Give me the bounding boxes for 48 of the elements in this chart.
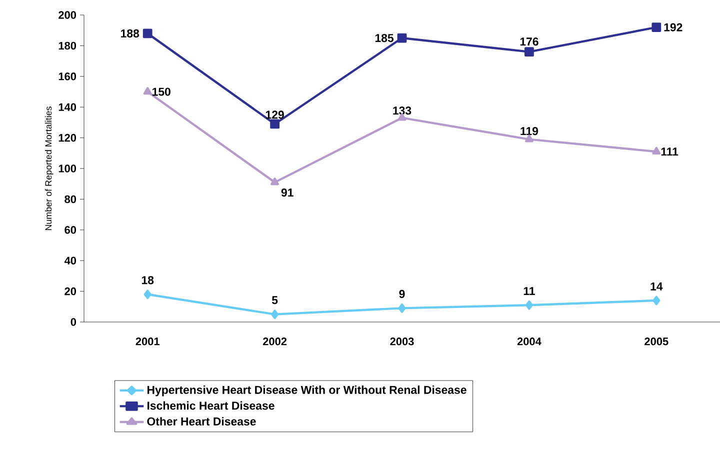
y-tick-label: 60 <box>64 226 76 234</box>
data-label: 176 <box>520 38 538 46</box>
x-tick-label: 2001 <box>136 338 160 346</box>
y-tick-label: 120 <box>58 134 76 142</box>
point <box>652 146 661 155</box>
point <box>270 178 280 186</box>
y-tick-label: 20 <box>64 287 76 296</box>
x-tick-label: 2005 <box>644 338 668 346</box>
legend-label: Ischemic Heart Disease <box>148 401 274 410</box>
point <box>652 22 662 32</box>
point <box>270 119 280 129</box>
data-label: 185 <box>375 34 394 42</box>
data-label: 5 <box>272 296 278 304</box>
data-label: 91 <box>281 188 294 197</box>
data-label: 119 <box>520 127 538 136</box>
point <box>271 310 279 320</box>
data-label: 111 <box>661 148 678 156</box>
point <box>142 28 152 38</box>
y-tick-label: 160 <box>58 72 76 80</box>
point <box>397 33 407 43</box>
point <box>143 87 152 95</box>
data-label: 133 <box>393 106 412 115</box>
data-label: 14 <box>650 282 663 290</box>
y-tick-label: 80 <box>64 195 76 204</box>
point <box>398 303 406 313</box>
data-label: 18 <box>142 276 154 284</box>
y-tick-label: 100 <box>58 164 76 172</box>
x-tick-label: 2003 <box>390 338 414 346</box>
y-tick-label: 40 <box>64 256 76 264</box>
y-axis-title: Number of Reported Mortalities <box>44 106 54 230</box>
x-tick-label: 2002 <box>262 338 287 346</box>
data-label: 150 <box>152 88 170 96</box>
point <box>525 300 534 310</box>
y-tick-label: 0 <box>70 318 76 326</box>
data-label: 188 <box>121 29 140 38</box>
point <box>652 296 660 306</box>
y-tick-label: 200 <box>58 11 76 19</box>
y-tick-label: 180 <box>58 42 76 50</box>
data-label: 9 <box>399 290 405 298</box>
legend-label: Other Heart Disease <box>147 417 256 426</box>
point <box>144 290 152 300</box>
x-tick-label: 2004 <box>517 338 542 346</box>
data-label: 11 <box>524 287 535 295</box>
point <box>524 47 534 57</box>
data-label: 129 <box>266 110 284 119</box>
y-tick-label: 140 <box>58 103 76 111</box>
data-label: 192 <box>664 23 682 32</box>
legend-label: Hypertensive Heart Disease With or Without Renal Disease <box>148 386 466 396</box>
